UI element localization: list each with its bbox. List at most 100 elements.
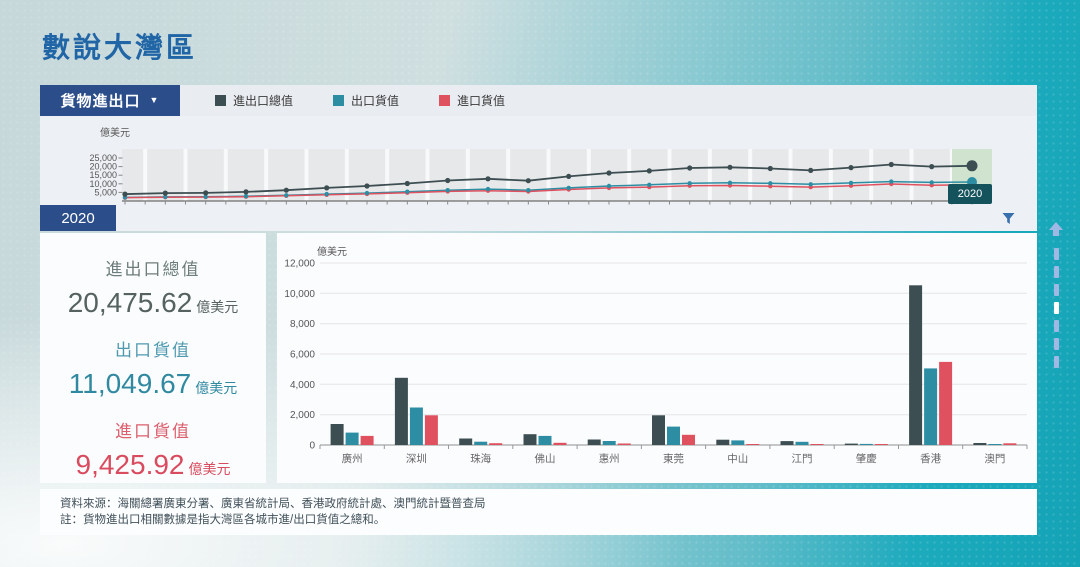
indicator-dash-active <box>1053 302 1059 314</box>
svg-text:澳門: 澳門 <box>984 452 1005 465</box>
scroll-indicator <box>1047 222 1065 368</box>
legend-swatch-total-icon <box>215 95 226 106</box>
bar-出口貨值-東莞 <box>667 426 680 445</box>
bar-進出口總值-肇慶 <box>844 443 858 445</box>
metric-dropdown-label: 貨物進出口 <box>60 93 141 110</box>
year-selector-row: 2020 <box>40 205 1037 231</box>
bar-進口貨值-佛山 <box>553 442 567 445</box>
bar-chart-unit-label: 億美元 <box>317 247 347 258</box>
timeline-unit-label: 億美元 <box>100 128 130 139</box>
stat-total-label: 進出口總值 <box>105 260 201 279</box>
city-bar-chart: 億美元 12,000 10,000 8,000 6,000 4,000 2,000 0 廣州 深… <box>277 233 1037 483</box>
stat-total-value: 20,475.62 <box>67 287 193 318</box>
bar-出口貨值-江門 <box>795 441 809 445</box>
legend-swatch-import-icon <box>439 95 451 106</box>
bar-出口貨值-肇慶 <box>859 443 873 445</box>
legend-swatch-export-icon <box>333 95 345 106</box>
stats-panel: 進出口總值 20,475.62 億美元 出口貨值 11,049.67 億美元 進口貨… <box>40 233 266 483</box>
indicator-dash <box>1053 338 1059 350</box>
stat-export-value: 11,049.67 <box>68 368 192 399</box>
bar-進出口總值-江門 <box>780 441 794 445</box>
stat-import-label: 進口貨值 <box>115 422 191 441</box>
bar-進出口總值-珠海 <box>459 438 473 445</box>
legend-label: 出口貨值 <box>351 94 400 108</box>
footnote-text: 註：貨物進出口相關數據是指大灣區各城市進/出口貨值之總和。 <box>60 514 386 526</box>
legend-label: 進出口總值 <box>233 94 294 108</box>
bar-進口貨值-東莞 <box>682 434 695 445</box>
bar-出口貨值-中山 <box>731 440 745 445</box>
stat-import: 進口貨值 9,425.92 億美元 <box>76 417 231 481</box>
svg-text:10,000: 10,000 <box>284 289 315 300</box>
stat-export-unit: 億美元 <box>195 380 238 396</box>
bar-進出口總值-中山 <box>716 439 730 445</box>
svg-text:4,000: 4,000 <box>290 380 315 391</box>
svg-text:10,000: 10,000 <box>89 179 117 189</box>
svg-text:香港: 香港 <box>920 453 941 465</box>
metric-dropdown[interactable]: 貨物進出口 ▼ <box>40 85 180 116</box>
svg-text:12,000: 12,000 <box>284 259 315 270</box>
indicator-dash <box>1053 248 1059 260</box>
filter-funnel-icon[interactable] <box>1002 212 1015 225</box>
svg-text:25,000: 25,000 <box>89 153 117 163</box>
bar-進出口總值-深圳 <box>394 377 408 445</box>
svg-text:東莞: 東莞 <box>663 452 684 465</box>
indicator-dash <box>1053 356 1059 368</box>
svg-text:珠海: 珠海 <box>470 452 491 465</box>
bar-進口貨值-江門 <box>810 444 824 445</box>
stat-total-unit: 億美元 <box>196 299 239 315</box>
stat-import-unit: 億美元 <box>188 461 231 477</box>
chevron-down-icon: ▼ <box>149 95 160 105</box>
svg-text:佛山: 佛山 <box>535 452 556 465</box>
svg-text:15,000: 15,000 <box>89 170 117 180</box>
stat-export: 出口貨值 11,049.67 億美元 <box>69 336 238 400</box>
legend-label: 進口貨值 <box>457 94 506 108</box>
selected-year-badge: 2020 <box>40 205 116 231</box>
bar-進出口總值-香港 <box>909 285 923 445</box>
svg-text:中山: 中山 <box>727 452 748 465</box>
footer: 資料來源：海關總署廣東分署、廣東省統計局、香港政府統計處、澳門統計暨普查局 註：… <box>40 489 1037 535</box>
bar-進出口總值-廣州 <box>330 424 344 445</box>
indicator-dash <box>1053 266 1059 278</box>
arrow-up-icon[interactable] <box>1048 222 1064 242</box>
legend-item-total[interactable]: 進出口總值 <box>215 92 293 109</box>
legend-item-export[interactable]: 出口貨值 <box>333 92 399 109</box>
bar-進出口總值-澳門 <box>973 443 987 445</box>
stat-total: 進出口總值 20,475.62 億美元 <box>68 255 239 319</box>
timeline-tooltip: 2020 <box>948 184 992 204</box>
stat-export-label: 出口貨值 <box>115 341 191 360</box>
chart-legend: 進出口總值 出口貨值 進口貨值 <box>180 85 1037 116</box>
page-title: 數說大灣區 <box>42 32 198 63</box>
svg-text:肇慶: 肇慶 <box>856 452 877 465</box>
svg-text:廣州: 廣州 <box>342 452 363 465</box>
svg-text:深圳: 深圳 <box>406 453 427 465</box>
bar-進口貨值-肇慶 <box>874 444 888 445</box>
bar-進出口總值-佛山 <box>523 434 537 445</box>
bar-出口貨值-廣州 <box>345 432 359 445</box>
bar-出口貨值-珠海 <box>474 441 488 445</box>
data-source-text: 資料來源：海關總署廣東分署、廣東省統計局、香港政府統計處、澳門統計暨普查局 <box>60 498 486 510</box>
bar-出口貨值-香港 <box>924 368 938 445</box>
svg-text:5,000: 5,000 <box>94 187 117 197</box>
svg-text:8,000: 8,000 <box>290 319 315 330</box>
bar-進口貨值-珠海 <box>489 443 503 445</box>
svg-text:20,000: 20,000 <box>89 162 117 172</box>
bar-進出口總值-東莞 <box>652 415 665 445</box>
bar-出口貨值-深圳 <box>409 407 423 445</box>
timeline-chart: 億美元 25,000 20,000 15,000 10,000 5,000 2020 <box>40 116 1037 205</box>
toolbar: 貨物進出口 ▼ 進出口總值 出口貨值 進口貨值 <box>40 85 1037 116</box>
year-filter-strip <box>116 205 1037 231</box>
city-bar-chart-canvas[interactable]: 12,000 10,000 8,000 6,000 4,000 2,000 0 廣州 深圳 珠海 佛… <box>277 233 1037 483</box>
svg-text:0: 0 <box>309 441 315 452</box>
svg-text:2,000: 2,000 <box>290 410 315 421</box>
indicator-dash <box>1053 284 1059 296</box>
svg-text:6,000: 6,000 <box>290 350 315 361</box>
bar-進口貨值-澳門 <box>1003 443 1017 445</box>
bar-出口貨值-惠州 <box>602 441 616 445</box>
bar-進口貨值-中山 <box>746 444 760 445</box>
indicator-dash <box>1053 320 1059 332</box>
bar-進口貨值-深圳 <box>424 415 438 445</box>
legend-item-import[interactable]: 進口貨值 <box>439 92 505 109</box>
bar-進出口總值-惠州 <box>587 439 601 445</box>
